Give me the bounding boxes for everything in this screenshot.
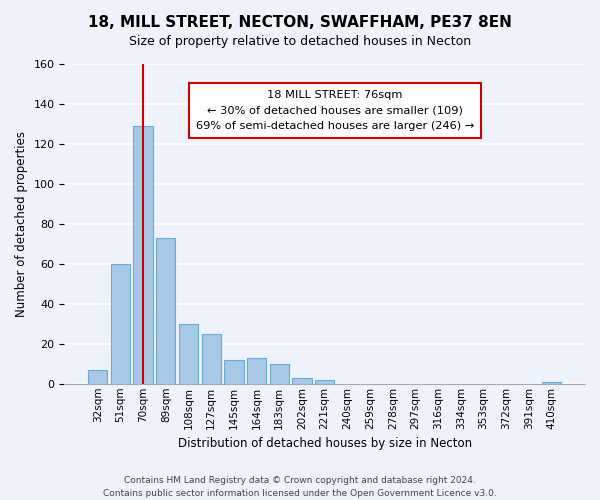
Text: 18 MILL STREET: 76sqm
← 30% of detached houses are smaller (109)
69% of semi-det: 18 MILL STREET: 76sqm ← 30% of detached … <box>196 90 474 131</box>
Bar <box>247 358 266 384</box>
Bar <box>88 370 107 384</box>
Bar <box>179 324 198 384</box>
Bar <box>133 126 153 384</box>
Bar <box>269 364 289 384</box>
Bar <box>542 382 562 384</box>
Bar <box>202 334 221 384</box>
Y-axis label: Number of detached properties: Number of detached properties <box>15 131 28 317</box>
Bar <box>224 360 244 384</box>
Text: Contains HM Land Registry data © Crown copyright and database right 2024.
Contai: Contains HM Land Registry data © Crown c… <box>103 476 497 498</box>
Bar <box>156 238 175 384</box>
Bar <box>292 378 311 384</box>
Text: 18, MILL STREET, NECTON, SWAFFHAM, PE37 8EN: 18, MILL STREET, NECTON, SWAFFHAM, PE37 … <box>88 15 512 30</box>
Text: Size of property relative to detached houses in Necton: Size of property relative to detached ho… <box>129 35 471 48</box>
X-axis label: Distribution of detached houses by size in Necton: Distribution of detached houses by size … <box>178 437 472 450</box>
Bar <box>111 264 130 384</box>
Bar <box>315 380 334 384</box>
